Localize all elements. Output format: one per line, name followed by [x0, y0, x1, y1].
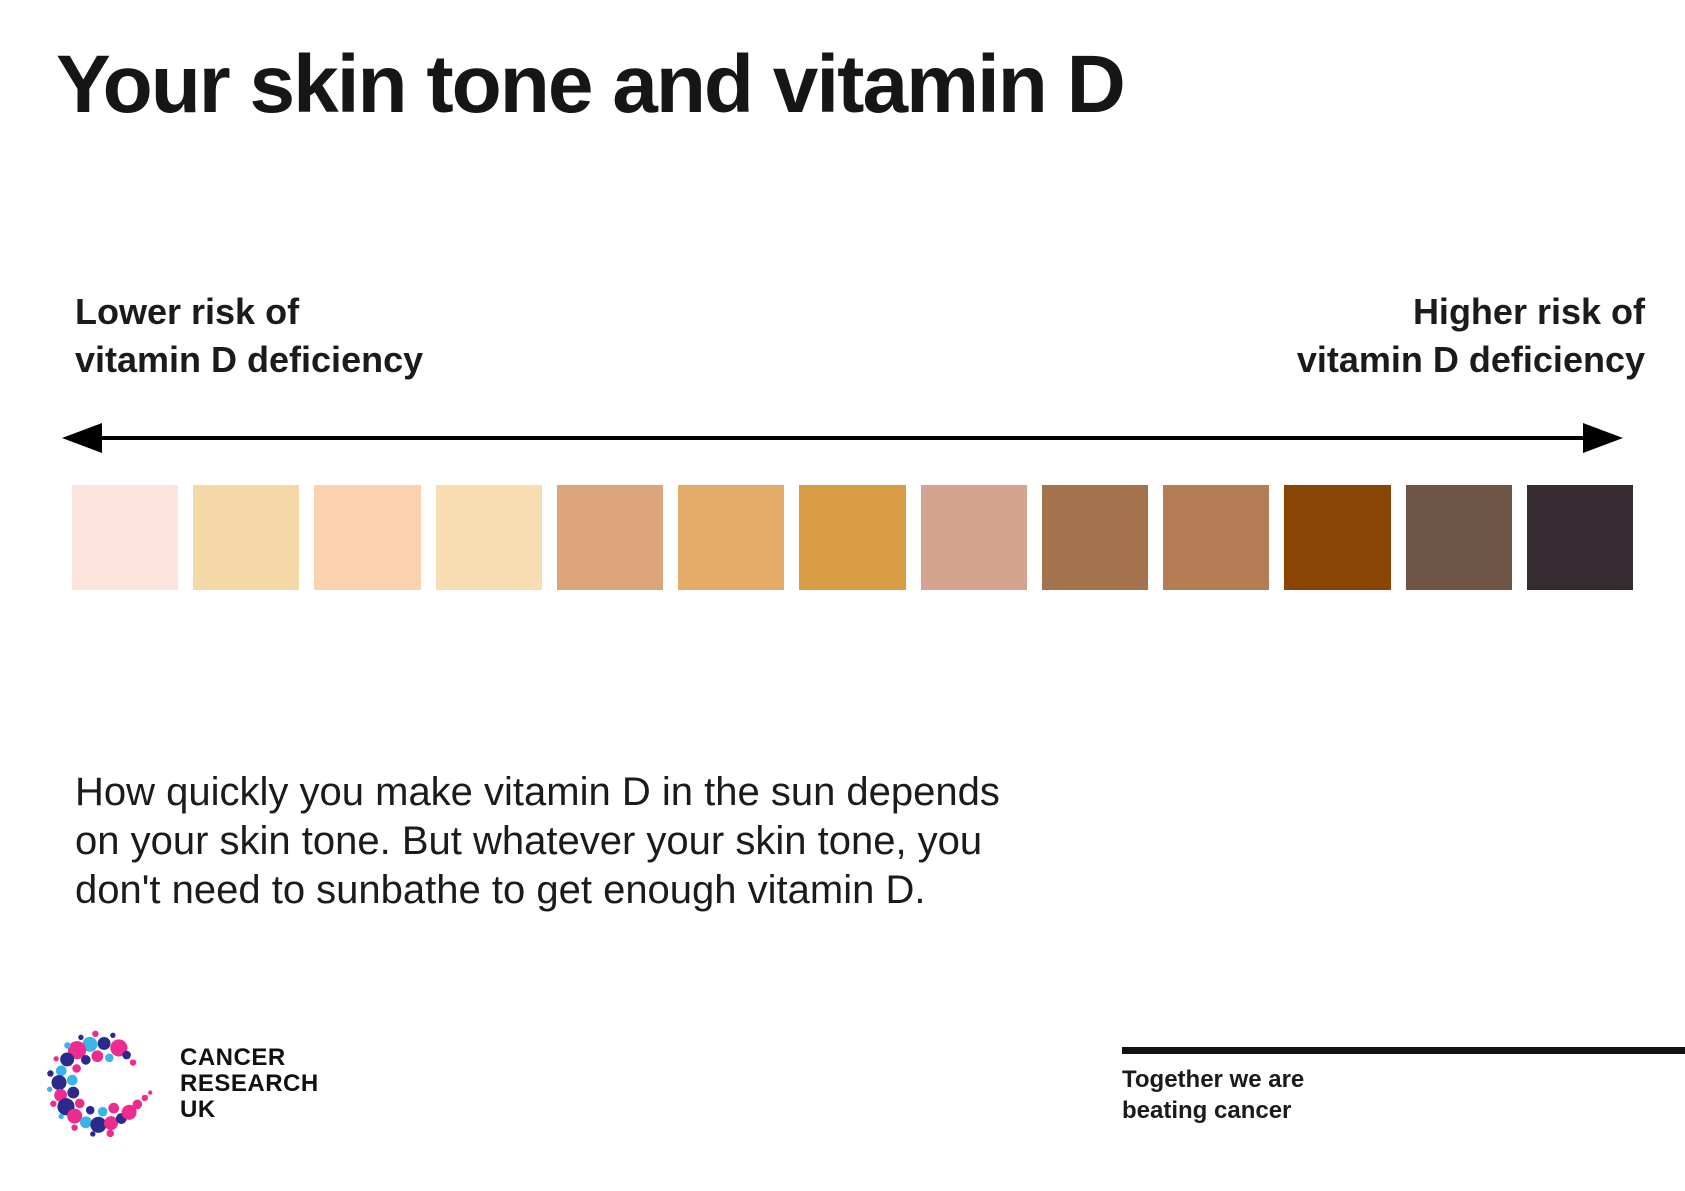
skin-tone-swatch-1 — [72, 485, 179, 590]
cruk-logo-line-3: UK — [180, 1095, 216, 1123]
higher-risk-label: Higher risk of vitamin D deficiency — [1296, 291, 1645, 380]
cruk-logo-line-2: RESEARCH — [180, 1070, 319, 1098]
skin-tone-swatch-12 — [1405, 485, 1512, 590]
skin-tone-swatch-8 — [920, 485, 1027, 590]
cancer-research-uk-logo: CANCER RESEARCH UK — [44, 1025, 319, 1143]
lower-risk-label: Lower risk of vitamin D deficiency — [75, 291, 424, 380]
double-arrow-icon — [62, 423, 1623, 453]
page-title: Your skin tone and vitamin D — [56, 39, 1126, 130]
cruk-logo-line-1: CANCER — [180, 1044, 286, 1072]
risk-direction-arrow — [60, 420, 1625, 456]
skin-tone-swatch-6 — [678, 485, 785, 590]
skin-tone-swatch-10 — [1163, 485, 1270, 590]
tagline-block: Together we are beating cancer — [1122, 1047, 1685, 1126]
skin-tone-swatch-7 — [799, 485, 906, 590]
skin-tone-swatch-2 — [193, 485, 300, 590]
skin-tone-swatch-4 — [435, 485, 542, 590]
risk-labels-row: Lower risk of vitamin D deficiency Highe… — [75, 288, 1645, 383]
skin-tone-swatch-13 — [1526, 485, 1634, 590]
skin-tone-swatch-5 — [556, 485, 664, 590]
skin-tone-scale — [72, 485, 1634, 590]
skin-tone-swatch-9 — [1041, 485, 1149, 590]
cruk-logo-wordmark: CANCER RESEARCH UK — [180, 1045, 319, 1123]
cruk-dotted-c-icon — [47, 1030, 153, 1138]
tagline-line-2: beating cancer — [1122, 1097, 1292, 1125]
skin-tone-swatch-11 — [1284, 485, 1391, 590]
tagline-line-1: Together we are — [1122, 1066, 1305, 1093]
explanation-text: How quickly you make vitamin D in the su… — [75, 770, 1000, 912]
skin-tone-swatch-3 — [314, 485, 421, 590]
